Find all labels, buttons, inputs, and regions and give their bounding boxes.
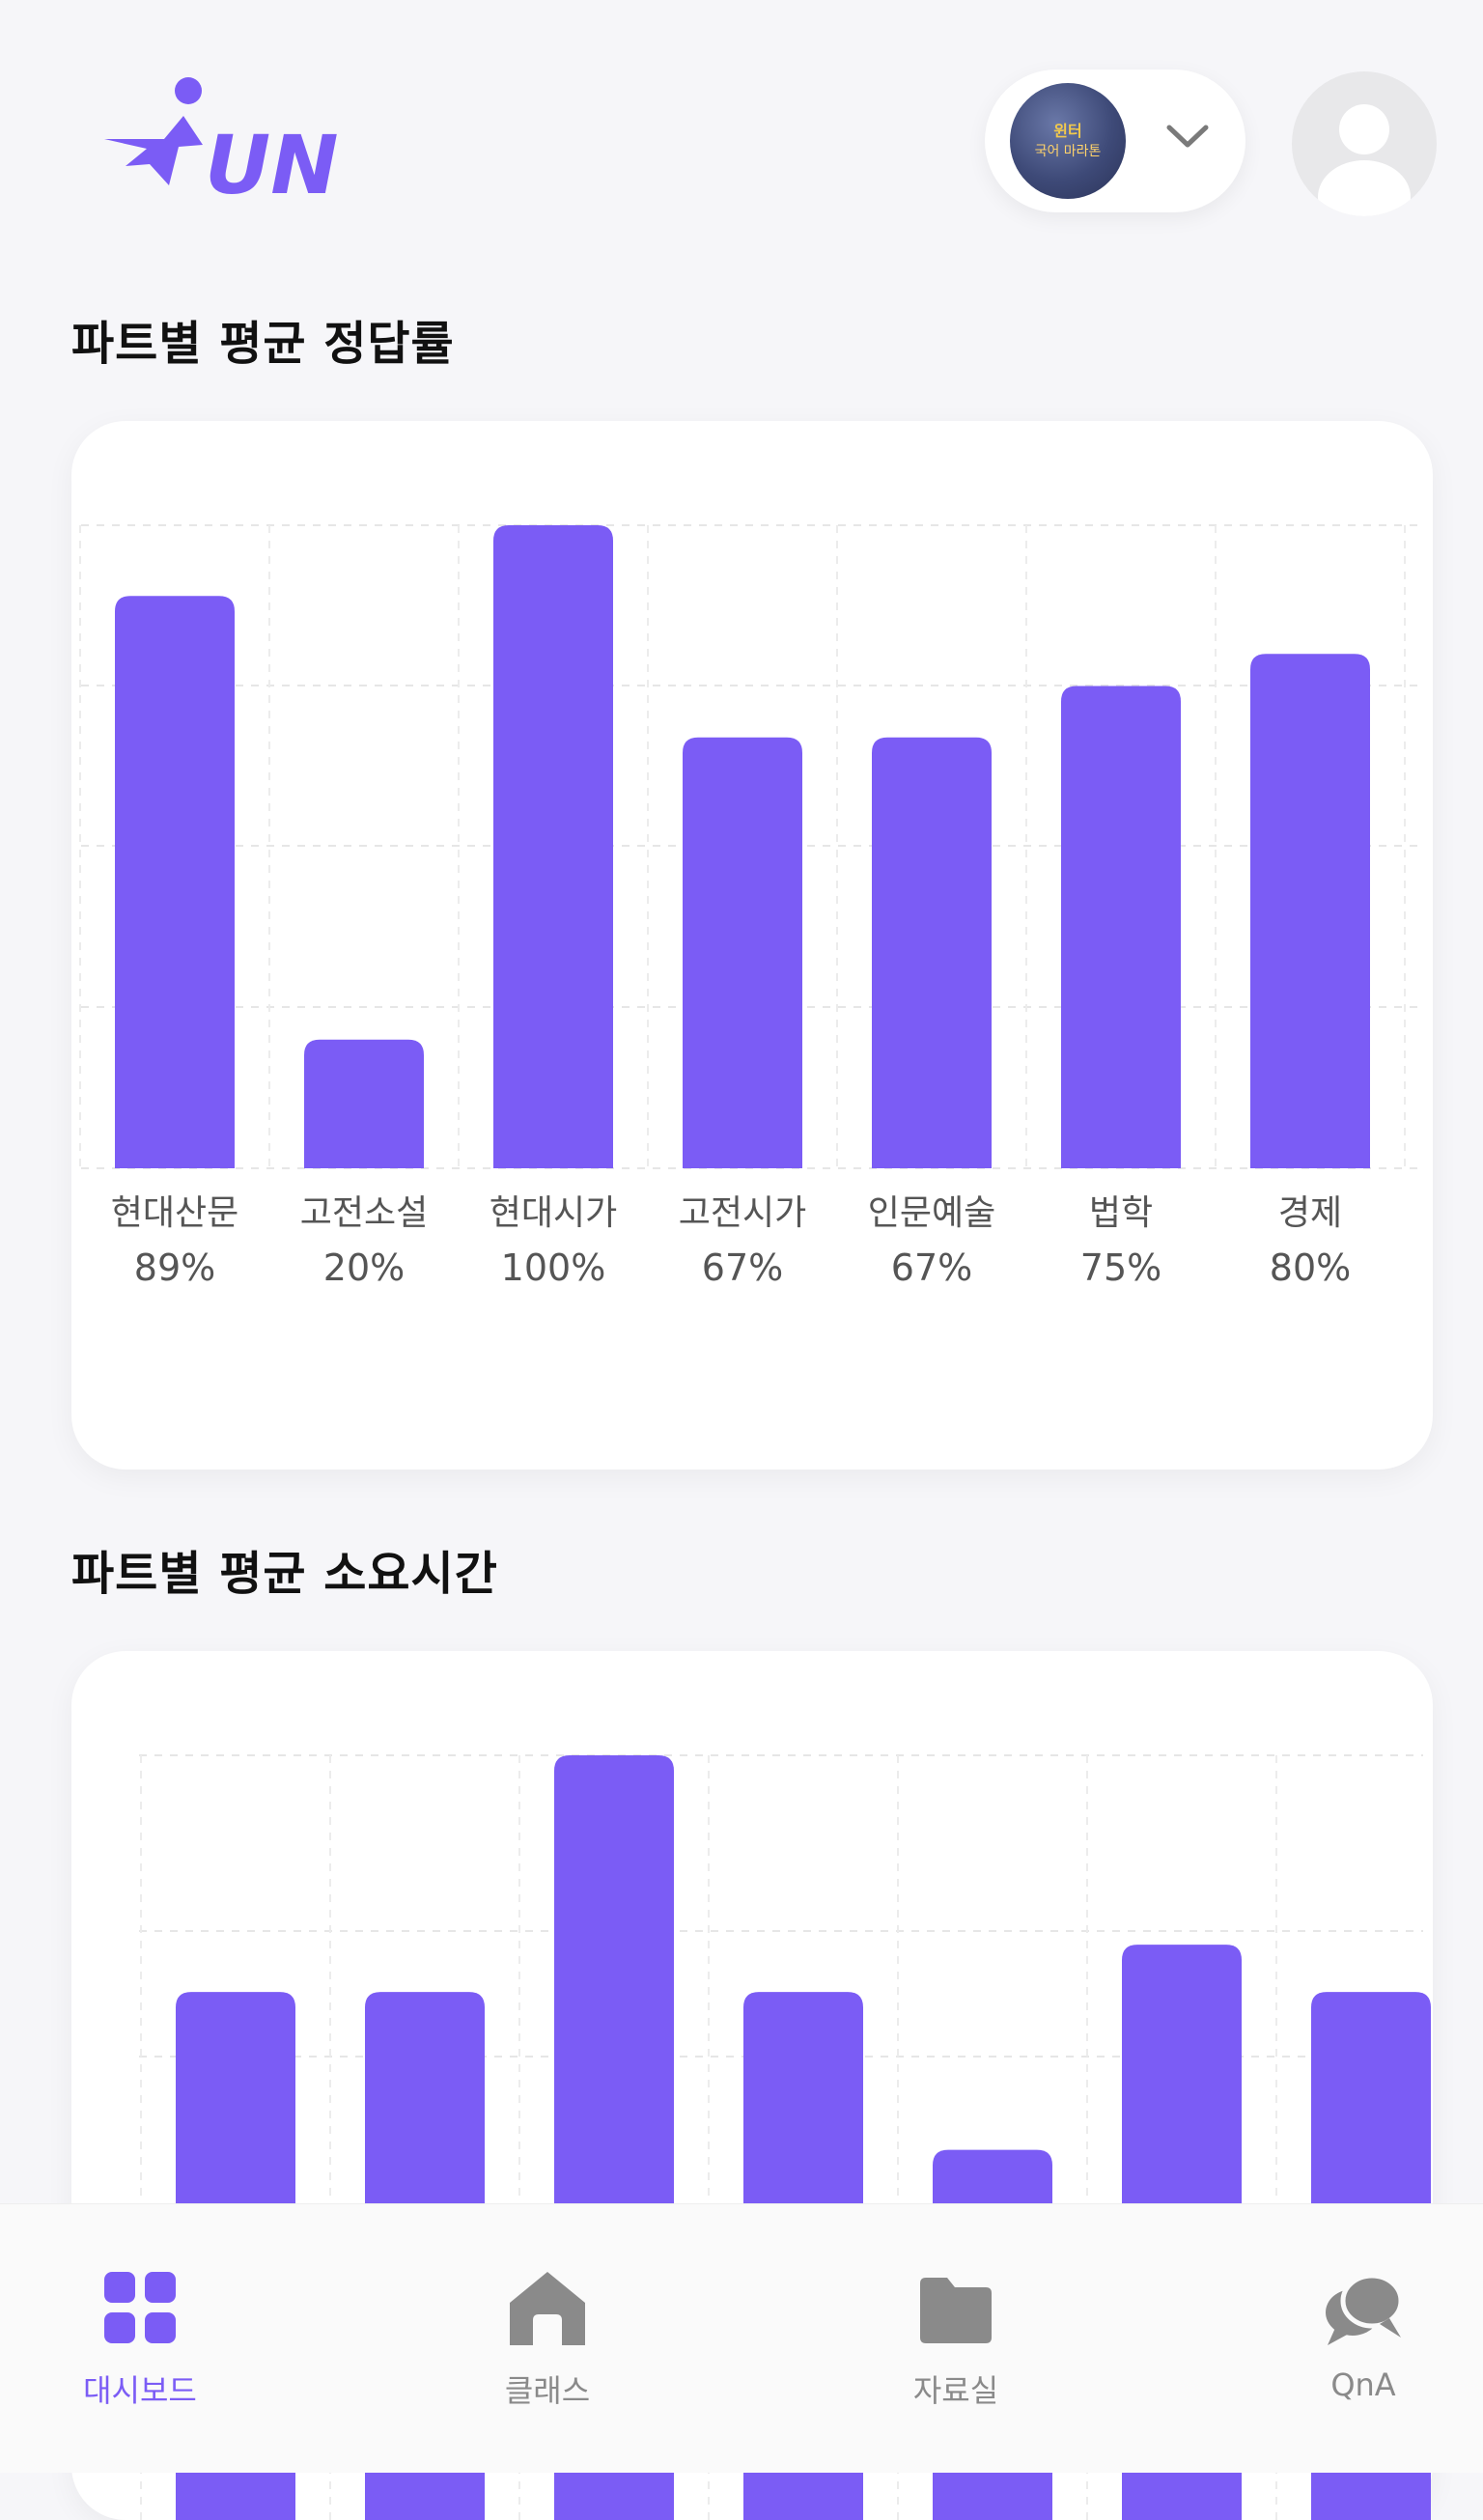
tab-materials-label: 자료실 bbox=[912, 2372, 999, 2409]
bar-value-label: 100% bbox=[501, 1246, 606, 1289]
bar bbox=[304, 1039, 424, 1168]
accuracy-bar-chart: 현대산문 89% 고전소설 20% 현대시가 100% 고전시가 67% 인문예술 67% 법학 75… bbox=[79, 524, 1423, 1289]
chat-bubbles-icon bbox=[1326, 2273, 1404, 2345]
bar bbox=[683, 737, 802, 1168]
bar bbox=[493, 525, 613, 1168]
bar-category-label: 경제 bbox=[1278, 1193, 1342, 1233]
bar-value-label: 89% bbox=[134, 1246, 215, 1289]
chevron-down-icon bbox=[1166, 125, 1209, 148]
profile-avatar-button[interactable] bbox=[1292, 71, 1437, 216]
bar bbox=[1250, 654, 1370, 1168]
bar-category-label: 법학 bbox=[1089, 1193, 1153, 1233]
bar bbox=[872, 737, 992, 1168]
class-selector-dropdown[interactable]: 윈터 국어 마라톤 bbox=[985, 70, 1245, 212]
bar-category-label: 고전시가 bbox=[679, 1193, 806, 1233]
bar-category-label: 인문예술 bbox=[868, 1193, 995, 1233]
bar-value-label: 75% bbox=[1080, 1246, 1161, 1289]
run-logo[interactable]: UN bbox=[97, 70, 338, 214]
svg-text:UN: UN bbox=[205, 118, 338, 212]
class-thumb-subtitle: 국어 마라톤 bbox=[1034, 144, 1102, 159]
bar-value-label: 67% bbox=[702, 1246, 783, 1289]
tab-class-label: 클래스 bbox=[504, 2372, 591, 2409]
tab-class[interactable]: 클래스 bbox=[422, 2204, 673, 2473]
bar bbox=[115, 596, 235, 1168]
home-icon bbox=[510, 2272, 585, 2345]
bar-value-label: 80% bbox=[1270, 1246, 1351, 1289]
tab-qna-label: QnA bbox=[1330, 2366, 1396, 2403]
bar-value-label: 20% bbox=[323, 1246, 405, 1289]
accuracy-section-title: 파트별 평균 정답률 bbox=[71, 317, 455, 371]
app-header: UN 윈터 국어 마라톤 bbox=[0, 0, 1483, 251]
bar-category-label: 현대산문 bbox=[111, 1193, 238, 1233]
folder-icon bbox=[920, 2278, 992, 2343]
accuracy-chart-card: 현대산문 89% 고전소설 20% 현대시가 100% 고전시가 67% 인문예술 67% 법학 75… bbox=[71, 421, 1433, 1470]
bar-value-label: 67% bbox=[891, 1246, 972, 1289]
class-thumbnail: 윈터 국어 마라톤 bbox=[1010, 83, 1126, 199]
bar-category-label: 고전소설 bbox=[300, 1193, 428, 1233]
tab-materials[interactable]: 자료실 bbox=[830, 2204, 1081, 2473]
tab-qna[interactable]: QnA bbox=[1238, 2204, 1483, 2473]
dashboard-grid-icon bbox=[104, 2272, 176, 2343]
time-section-title: 파트별 평균 소요시간 bbox=[71, 1547, 498, 1601]
tab-dashboard[interactable]: 대시보드 bbox=[14, 2204, 266, 2473]
user-avatar-icon bbox=[1318, 104, 1411, 216]
class-thumb-title: 윈터 bbox=[1053, 122, 1082, 140]
tab-dashboard-label: 대시보드 bbox=[83, 2372, 197, 2409]
bar-category-label: 현대시가 bbox=[490, 1193, 617, 1233]
bar bbox=[1061, 686, 1181, 1168]
bottom-tab-bar: 대시보드 클래스 자료실 QnA bbox=[0, 2203, 1483, 2473]
